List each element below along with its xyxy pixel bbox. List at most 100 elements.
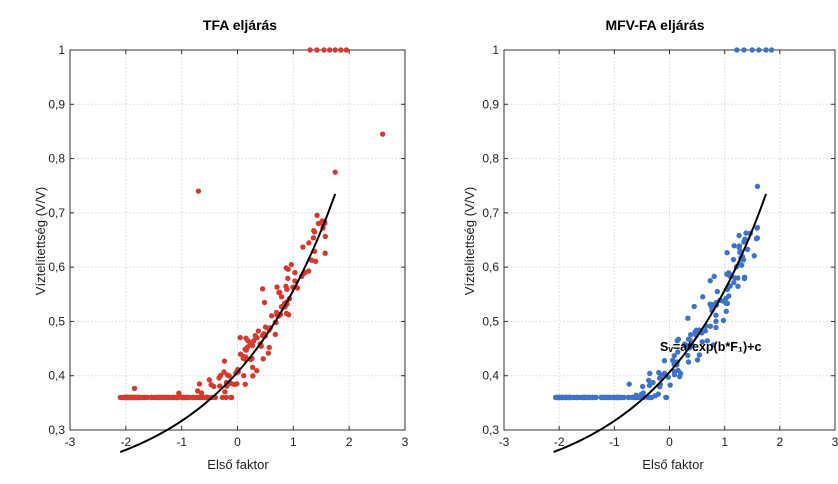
data-point (237, 335, 242, 340)
y-axis-label: Víztelítettség (V/V) (462, 187, 477, 295)
data-point (734, 47, 739, 52)
y-tick-label: 1 (492, 43, 499, 57)
data-point (261, 356, 266, 361)
data-point (220, 395, 225, 400)
y-tick-label: 0,9 (482, 97, 499, 111)
data-point (711, 274, 716, 279)
data-point (640, 390, 645, 395)
data-point (731, 243, 736, 248)
data-point (222, 358, 227, 363)
data-point (677, 374, 682, 379)
y-tick-label: 0,6 (48, 260, 65, 274)
data-point (327, 47, 332, 52)
data-point (736, 245, 741, 250)
y-tick-label: 0,4 (482, 369, 499, 383)
data-point (646, 378, 651, 383)
data-point (713, 313, 718, 318)
y-tick-label: 0,3 (482, 423, 499, 437)
data-point (703, 328, 708, 333)
tfa-chart-panel: -3 -2 -1 0 1 2 30,30,40,50,60,70,80,91 TFA elj… (33, 17, 409, 472)
y-tick-label: 0,8 (48, 152, 65, 166)
x-tick-label: 2 (346, 435, 353, 449)
y-tick-label: 0,6 (482, 260, 499, 274)
data-point (273, 332, 278, 337)
data-point (688, 332, 693, 337)
data-point (283, 284, 288, 289)
fit-equation-annotation: Sᵥ=a*exp(b*F₁)+c (660, 340, 761, 354)
data-point (250, 343, 255, 348)
data-point (756, 47, 761, 52)
y-tick-label: 0,4 (48, 369, 65, 383)
data-point (312, 229, 317, 234)
data-point (254, 335, 259, 340)
data-point (338, 47, 343, 52)
data-point (692, 304, 697, 309)
data-point (229, 395, 234, 400)
data-point (656, 370, 661, 375)
y-tick-label: 0,3 (48, 423, 65, 437)
data-point (250, 373, 255, 378)
x-tick-label: -3 (65, 435, 76, 449)
data-point (254, 368, 259, 373)
chart-title: MFV-FA eljárás (605, 17, 704, 33)
mfv-fa-chart-panel: -3 -2 -1 0 1 2 30,30,40,50,60,70,80,91 MFV-FA … (462, 17, 838, 472)
data-point (713, 319, 718, 324)
data-point (667, 382, 672, 387)
x-tick-label: 2 (776, 435, 783, 449)
data-point (755, 225, 760, 230)
data-point (708, 324, 713, 329)
data-point (662, 358, 667, 363)
data-point (742, 275, 747, 280)
data-point (577, 395, 582, 400)
x-tick-label: 1 (721, 435, 728, 449)
data-point (311, 235, 316, 240)
data-point (380, 131, 385, 136)
x-axis-label: Első faktor (207, 457, 269, 472)
data-point (736, 233, 741, 238)
data-point (197, 381, 202, 386)
x-tick-label: 3 (832, 435, 838, 449)
y-tick-label: 0,5 (48, 314, 65, 328)
data-point (724, 250, 729, 255)
data-point (741, 47, 746, 52)
data-point (685, 316, 690, 321)
data-point (285, 276, 290, 281)
plot-area: -3 -2 -1 0 1 2 3 0,3 0,4 0,5 0,6 0,7 0,8 0,9 1 (482, 43, 838, 452)
data-point (191, 395, 196, 400)
data-point (700, 294, 705, 299)
data-point (222, 389, 227, 394)
data-point (266, 350, 271, 355)
data-point (731, 257, 736, 262)
data-point (769, 47, 774, 52)
data-point (314, 213, 319, 218)
x-tick-label: 3 (402, 435, 409, 449)
data-point (333, 47, 338, 52)
x-tick-label: -1 (176, 435, 187, 449)
data-point (321, 47, 326, 52)
data-point (647, 371, 652, 376)
data-point (225, 372, 230, 377)
data-point (640, 384, 645, 389)
data-point (653, 393, 658, 398)
data-point (314, 47, 319, 52)
data-point (724, 309, 729, 314)
data-point (241, 373, 246, 378)
data-point (300, 244, 305, 249)
data-point (234, 381, 239, 386)
data-point (207, 377, 212, 382)
data-point (618, 395, 623, 400)
data-point (289, 262, 294, 267)
data-point (306, 240, 311, 245)
data-point (708, 278, 713, 283)
data-point (715, 289, 720, 294)
data-point (203, 395, 208, 400)
y-tick-label: 0,5 (482, 314, 499, 328)
x-tick-label: -2 (120, 435, 131, 449)
data-point (250, 365, 255, 370)
data-point (243, 382, 248, 387)
data-point (262, 300, 267, 305)
x-tick-label: 0 (234, 435, 241, 449)
x-tick-label: -3 (499, 435, 510, 449)
data-point (170, 395, 175, 400)
